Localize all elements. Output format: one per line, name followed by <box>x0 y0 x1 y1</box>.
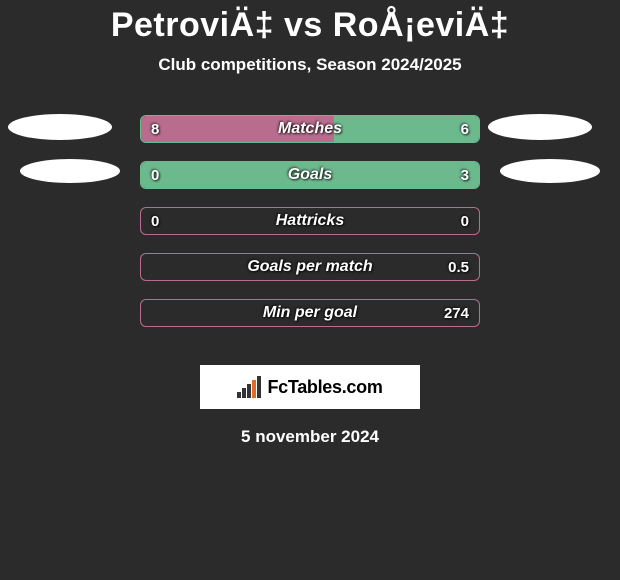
stat-bar: 0.5Goals per match <box>140 253 480 281</box>
bars-logo-icon <box>237 376 261 398</box>
stat-row: 03Goals <box>0 161 620 207</box>
stat-bar: 00Hattricks <box>140 207 480 235</box>
stat-bar: 86Matches <box>140 115 480 143</box>
page-title: PetroviÄ‡ vs RoÅ¡eviÄ‡ <box>0 0 620 45</box>
subtitle: Club competitions, Season 2024/2025 <box>0 55 620 75</box>
stat-row: 274Min per goal <box>0 299 620 345</box>
logo-text: FcTables.com <box>267 377 382 398</box>
logo-bar <box>237 392 241 398</box>
logo-bar <box>247 384 251 398</box>
stat-label: Goals per match <box>141 254 479 280</box>
logo-bar <box>242 388 246 398</box>
right-ellipse <box>500 159 600 183</box>
logo-bar <box>257 376 261 398</box>
logo-bar <box>252 380 256 398</box>
comparison-widget: PetroviÄ‡ vs RoÅ¡eviÄ‡ Club competitions… <box>0 0 620 580</box>
right-ellipse <box>488 114 592 140</box>
stat-label: Min per goal <box>141 300 479 326</box>
stat-row: 86Matches <box>0 115 620 161</box>
stats-rows: 86Matches 03Goals 00Hattricks 0.5Goals per … <box>0 115 620 345</box>
stat-bar: 274Min per goal <box>140 299 480 327</box>
stat-label: Hattricks <box>141 208 479 234</box>
logo: FcTables.com <box>237 376 382 398</box>
stat-label: Goals <box>141 162 479 188</box>
date-text: 5 november 2024 <box>0 427 620 447</box>
left-ellipse <box>8 114 112 140</box>
stat-label: Matches <box>141 116 479 142</box>
stat-row: 0.5Goals per match <box>0 253 620 299</box>
left-ellipse <box>20 159 120 183</box>
stat-row: 00Hattricks <box>0 207 620 253</box>
logo-box: FcTables.com <box>200 365 420 409</box>
stat-bar: 03Goals <box>140 161 480 189</box>
